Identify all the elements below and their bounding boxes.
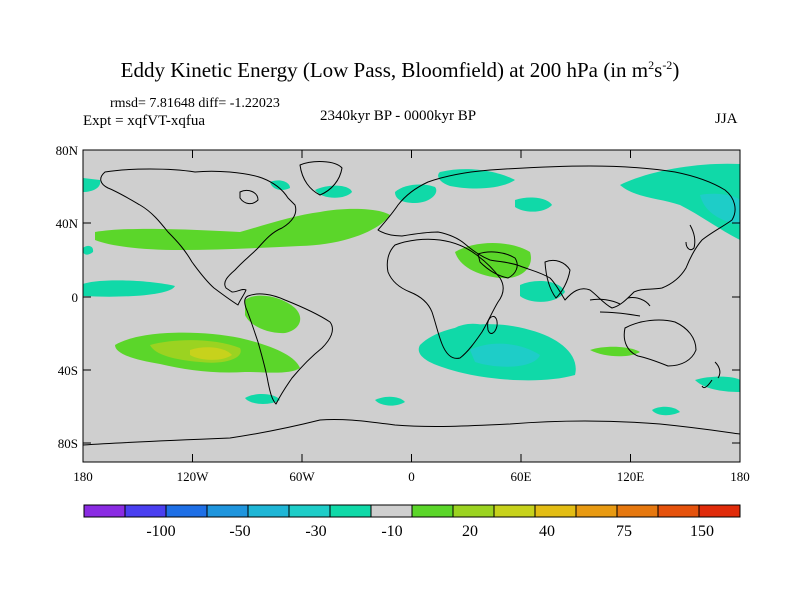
latitude-ticks: [83, 149, 740, 444]
contour-cyan-southern-ocean: [695, 376, 740, 392]
coast-africa: [386, 238, 504, 359]
colorbar-swatch: [698, 504, 741, 518]
contour-cyan-central-asia: [515, 197, 552, 212]
colorbar-swatch: [534, 504, 577, 518]
colorbar-swatch: [452, 504, 495, 518]
lon-label-60w: 60W: [289, 469, 315, 484]
coast-antarctica: [83, 418, 740, 446]
contour-cyan-europe: [395, 184, 437, 203]
colorbar-label-neg100: -100: [146, 523, 175, 540]
longitude-ticks: [82, 150, 741, 462]
coast-japan: [685, 224, 696, 251]
colorbar-swatch: [329, 504, 372, 518]
contour-cyan-arctic-w: [83, 178, 101, 192]
lat-label-80s: 80S: [58, 436, 78, 451]
contour-cyan-atlantic-n: [315, 185, 352, 198]
colorbar-swatch: [288, 504, 331, 518]
contour-cyan-southern-atlantic: [375, 396, 405, 406]
contour-cyan-south-atlantic-core: [470, 343, 540, 367]
contour-cyan-southern-pacific: [245, 394, 280, 404]
colorbar-swatch: [493, 504, 536, 518]
contour-cyan-tropics-w: [83, 245, 94, 255]
colorbar-label-neg30: -30: [305, 523, 326, 540]
colorbar-swatch: [657, 504, 700, 518]
contour-green-north-atlantic: [95, 208, 390, 250]
lon-label-180w: 180: [73, 469, 93, 484]
colorbar-swatch: [247, 504, 290, 518]
coast-eurasia: [377, 165, 736, 309]
lon-label-60e: 60E: [511, 469, 532, 484]
contour-cyan-south-indian: [455, 323, 490, 335]
lon-label-0: 0: [408, 469, 415, 484]
coastlines: [83, 161, 740, 446]
latitude-labels: 80N 40N 0 40S 80S: [56, 143, 79, 451]
coast-madagascar: [487, 315, 498, 334]
contour-cyan-canada: [270, 180, 290, 190]
colorbar-swatch: [616, 504, 659, 518]
colorbar: [83, 504, 741, 518]
lat-label-40n: 40N: [56, 216, 79, 231]
coast-australia: [623, 319, 697, 367]
contour-cyan-tropics-pacific: [83, 280, 175, 297]
lon-label-180e: 180: [730, 469, 750, 484]
colorbar-label-150: 150: [690, 523, 714, 540]
colorbar-swatch: [370, 504, 413, 518]
lat-label-0: 0: [72, 290, 79, 305]
contour-green-australia: [590, 346, 640, 357]
lat-label-40s: 40S: [58, 363, 78, 378]
contour-yellow-south-pacific-core: [190, 347, 232, 360]
colorbar-swatch: [124, 504, 167, 518]
contour-green-south-america: [245, 295, 301, 334]
coast-greenland: [299, 161, 343, 196]
colorbar-label-20: 20: [462, 523, 478, 540]
colorbar-label-40: 40: [539, 523, 555, 540]
coast-north-america: [100, 168, 297, 306]
contour-cyan-pacific: [700, 193, 740, 225]
longitude-labels: 180 120W 60W 0 60E 120E 180: [73, 469, 750, 484]
coast-hudson: [239, 189, 259, 205]
lon-label-120e: 120E: [617, 469, 645, 484]
contour-green-north-atlantic-2: [175, 234, 210, 247]
colorbar-swatch: [165, 504, 208, 518]
season-label: JJA: [715, 111, 738, 127]
colorbar-labels: -100 -50 -30 -10 20 40 75 150: [146, 523, 714, 540]
colorbar-label-neg50: -50: [229, 523, 250, 540]
lon-label-120w: 120W: [177, 469, 210, 484]
coast-arabia: [477, 251, 518, 279]
coast-new-zealand: [701, 361, 721, 389]
coast-south-america: [244, 293, 333, 405]
lat-label-80n: 80N: [56, 143, 79, 158]
coast-india: [544, 259, 571, 299]
contour-cyan-indian-ocean: [520, 280, 565, 302]
colorbar-swatch: [206, 504, 249, 518]
colorbar-label-neg10: -10: [381, 523, 402, 540]
period-label: 2340kyr BP - 0000kyr BP: [320, 108, 477, 124]
colorbar-swatch: [575, 504, 618, 518]
colorbar-label-75: 75: [616, 523, 632, 540]
coast-indonesia: [589, 297, 651, 317]
colorbar-swatch: [83, 504, 126, 518]
contour-cyan-southern-indian: [652, 406, 680, 416]
experiment-label: Expt = xqfVT-xqfua: [83, 113, 206, 129]
stats-text: rmsd= 7.81648 diff= -1.22023: [110, 96, 280, 111]
map-title: Eddy Kinetic Energy (Low Pass, Bloomfiel…: [120, 58, 680, 82]
colorbar-swatch: [411, 504, 454, 518]
